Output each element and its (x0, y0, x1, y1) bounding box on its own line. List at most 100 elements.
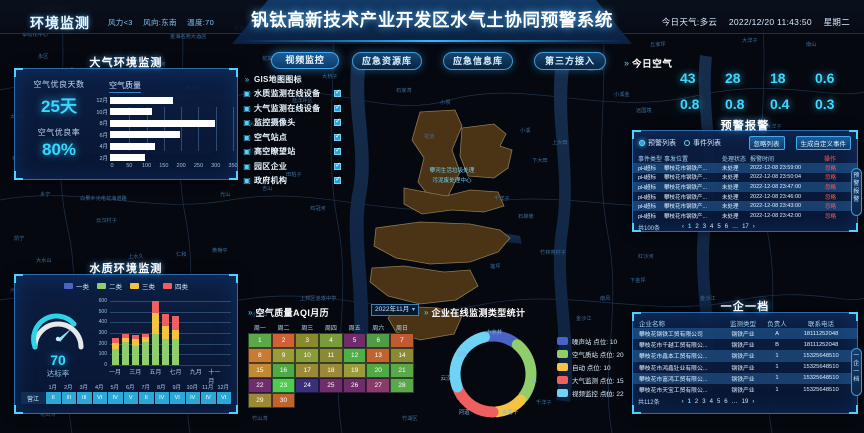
legend-item[interactable]: 一类 (64, 281, 89, 291)
donut-slice[interactable] (482, 330, 520, 348)
page-link[interactable]: 1 (687, 398, 691, 405)
checkbox-checked-icon[interactable] (334, 175, 341, 185)
checkbox-checked-icon[interactable] (334, 103, 341, 112)
gis-layer-item-5[interactable]: ▣ 高空瞭望站 (243, 145, 341, 160)
page-link[interactable]: 17 (742, 224, 749, 231)
page-link[interactable]: 4 (709, 398, 713, 405)
calendar-day-cell[interactable]: 11 (319, 348, 343, 363)
water-grade-cell[interactable]: IV (201, 392, 216, 404)
calendar-day-cell[interactable]: 30 (271, 393, 296, 408)
calendar-day-cell[interactable]: 7 (390, 333, 414, 348)
checkbox-checked-icon[interactable] (334, 88, 341, 98)
water-grade-cell[interactable]: IV (154, 392, 169, 404)
radio-warning-list[interactable]: 预警列表 (639, 138, 676, 148)
donut-slice[interactable] (449, 331, 490, 393)
calendar-day-cell[interactable]: 13 (366, 348, 391, 363)
calendar-day-cell[interactable]: 20 (366, 363, 391, 378)
page-link[interactable]: › (752, 398, 755, 405)
gis-layer-item-1[interactable]: ▣ 水质监测在线设备 (243, 87, 341, 102)
gis-layer-item-2[interactable]: ▣ 大气监测在线设备 (243, 101, 341, 116)
table-row[interactable]: 攀枝花市天宝工贸有限公... 钢铁产业 1 15325648510 (633, 384, 857, 395)
calendar-day-cell[interactable]: 25 (319, 378, 343, 393)
gis-layer-item-7[interactable]: ▣ 政府机构 (243, 174, 341, 189)
water-grade-cell[interactable]: IV (108, 392, 123, 404)
table-row[interactable]: 攀枝花钢铁工贸有限公司 钢铁产业 A 18111252048 (633, 328, 857, 340)
calendar-day-cell[interactable]: 3 (295, 333, 320, 348)
legend-item[interactable]: 大气监测 点位: 15 (557, 373, 624, 386)
enterprise-pagination[interactable]: ‹ 1 2 3 4 5 6… 19 › (682, 399, 755, 405)
calendar-day-cell[interactable]: 21 (390, 363, 414, 378)
page-link[interactable]: 1 (688, 224, 692, 231)
page-link[interactable]: 4 (710, 224, 714, 231)
calendar-day-cell[interactable]: 8 (248, 348, 272, 363)
table-row[interactable]: pH超标 攀枝花市钢铁产... 未处理 2022-12-08 23:46:00 忽略 (633, 192, 857, 202)
ignore-action-link[interactable]: 忽略 (824, 213, 836, 220)
water-grade-cell[interactable]: VI (92, 392, 107, 404)
calendar-day-cell[interactable]: 14 (390, 348, 414, 363)
legend-item[interactable]: 自动 点位: 10 (557, 360, 624, 373)
nav-button-emergency-info[interactable]: 应急信息库 (443, 52, 513, 70)
calendar-day-cell[interactable]: 12 (342, 348, 367, 363)
gis-layer-menu[interactable]: »GIS地图图标▣水质监测在线设备▣大气监测在线设备▣监控摄像头▣空气站点▣高空… (243, 72, 341, 188)
side-tab-alarm[interactable]: 预警报警 (851, 168, 862, 216)
table-row[interactable]: pH超标 攀枝花市钢铁产... 未处理 2022-12-08 23:47:00 忽略 (633, 182, 857, 192)
page-link[interactable]: 5 (717, 224, 721, 231)
water-grade-cell[interactable]: III (77, 392, 92, 404)
table-row[interactable]: 攀枝花市千越工贸有限公... 钢铁产业 B 18111252048 (633, 339, 857, 350)
calendar-day-cell[interactable]: 26 (342, 378, 367, 393)
ignore-action-link[interactable]: 忽略 (824, 204, 836, 211)
table-row[interactable]: 攀枝花市鸿鑫钍业有限公... 钢铁产业 1 15325648510 (633, 362, 857, 373)
page-link[interactable]: ‹ (681, 398, 684, 405)
calendar-day-cell[interactable]: 18 (319, 363, 343, 378)
table-row[interactable]: pH超标 攀枝花市钢铁产... 未处理 2022-12-08 23:42:00 忽略 (633, 211, 857, 221)
calendar-day-cell[interactable]: 29 (248, 393, 272, 408)
nav-button-emergency-resources[interactable]: 应急资源库 (352, 52, 422, 70)
page-link[interactable]: › (752, 224, 755, 231)
strategy-list-button[interactable]: 忽略列表 (748, 136, 785, 150)
legend-item[interactable]: 四类 (163, 281, 188, 291)
legend-item[interactable]: 空气质站 点位: 20 (557, 347, 624, 360)
calendar-day-cell[interactable]: 17 (295, 363, 320, 378)
page-link[interactable]: 5 (716, 398, 721, 405)
water-grade-cell[interactable]: II (139, 392, 154, 404)
radio-event-list[interactable]: 事件列表 (684, 138, 721, 148)
gis-layer-item-0[interactable]: » GIS地图图标 (243, 72, 341, 87)
calendar-day-cell[interactable]: 10 (295, 348, 320, 363)
calendar-day-cell[interactable]: 4 (319, 333, 343, 348)
calendar-day-cell[interactable]: 6 (366, 333, 391, 348)
ignore-action-link[interactable]: 忽略 (824, 165, 836, 172)
page-link[interactable]: 6 (724, 224, 729, 231)
table-row[interactable]: pH超标 攀枝花市钢铁产... 未处理 2022-12-08 23:59:00 忽略 (633, 163, 857, 173)
checkbox-checked-icon[interactable] (334, 117, 341, 127)
checkbox-checked-icon[interactable] (334, 161, 341, 170)
calendar-day-cell[interactable]: 27 (366, 378, 391, 393)
calendar-day-cell[interactable]: 9 (271, 348, 296, 363)
page-link[interactable]: 2 (694, 398, 699, 405)
calendar-day-cell[interactable]: 24 (295, 378, 320, 393)
donut-slice[interactable] (453, 385, 499, 418)
legend-item[interactable]: 噪声站 点位: 10 (557, 334, 624, 347)
nav-button-third-party[interactable]: 第三方接入 (534, 52, 606, 70)
page-link[interactable]: 3 (702, 398, 706, 405)
checkbox-checked-icon[interactable] (334, 146, 341, 156)
water-grade-cell[interactable]: III (61, 392, 76, 404)
ignore-action-link[interactable]: 忽略 (824, 175, 836, 182)
page-link[interactable]: 19 (741, 398, 749, 405)
ignore-action-link[interactable]: 忽略 (824, 184, 836, 191)
calendar-day-cell[interactable]: 23 (271, 378, 296, 393)
page-link[interactable]: 3 (702, 224, 707, 231)
water-grade-cell[interactable]: VI (216, 392, 231, 404)
table-row[interactable]: pH超标 攀枝花市钢铁产... 未处理 2022-12-08 23:50:04 忽略 (633, 173, 857, 183)
calendar-days[interactable]: 1 2 3 4 5 6 7 8 9 10 11 12 13 14 15 16 17 18 19 20 21 22 23 24 2… (248, 333, 414, 408)
table-row[interactable]: 攀枝花市鑫本工贸有限公... 钢铁产业 1 15325648510 (633, 350, 857, 362)
calendar-day-cell[interactable]: 16 (271, 363, 296, 378)
water-grade-cell[interactable]: IV (185, 392, 200, 404)
alarm-pagination[interactable]: ‹ 1 2 3 4 5 6… 17 › (682, 224, 755, 230)
legend-item[interactable]: 视频监控 点位: 22 (557, 386, 624, 399)
water-grade-cell[interactable]: II (46, 392, 61, 404)
donut-slice[interactable] (511, 339, 537, 403)
calendar-day-cell[interactable]: 15 (248, 363, 272, 378)
gis-layer-item-6[interactable]: ▣ 园区企业 (243, 159, 341, 174)
page-link[interactable]: ‹ (682, 224, 685, 231)
calendar-month-select[interactable]: 2022年11月 ▾ (371, 304, 419, 316)
